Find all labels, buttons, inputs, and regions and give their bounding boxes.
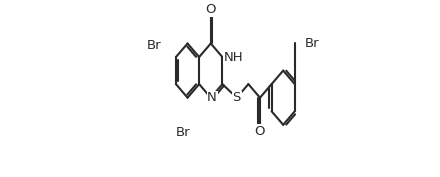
Text: O: O: [205, 3, 216, 16]
Text: Br: Br: [176, 127, 191, 139]
Text: N: N: [207, 91, 217, 104]
Text: Br: Br: [147, 39, 161, 52]
Text: NH: NH: [224, 50, 243, 64]
Text: Br: Br: [304, 37, 319, 50]
Text: S: S: [233, 91, 241, 104]
Text: O: O: [255, 125, 265, 138]
